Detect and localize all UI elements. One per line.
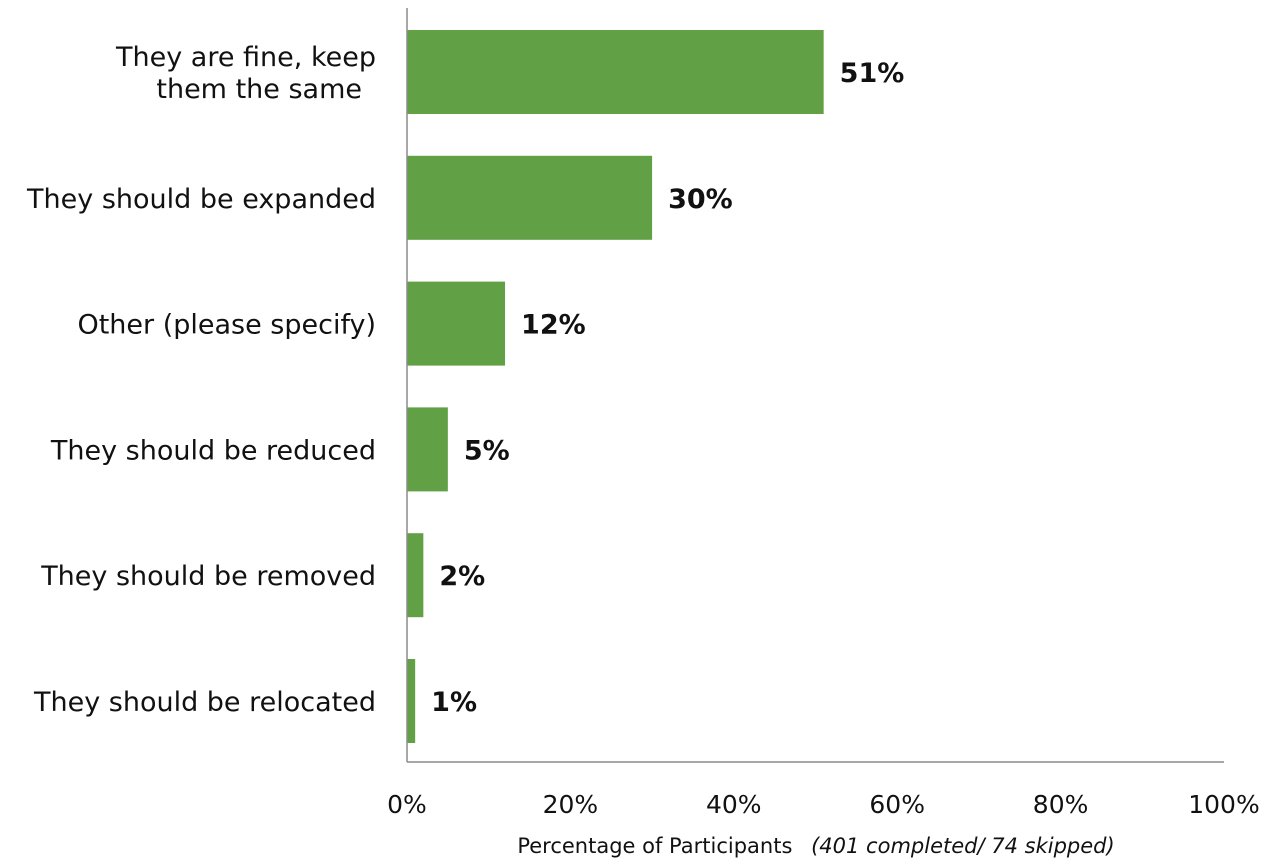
category-label-line-4-0: They should be removed [40, 561, 376, 592]
category-label-line-0-1: them the same [156, 74, 362, 105]
bar-0 [407, 30, 824, 114]
category-label-4: They should be removed [40, 561, 376, 592]
value-label-4: 2% [439, 561, 485, 592]
bar-5 [407, 659, 416, 743]
bar-4 [407, 533, 424, 618]
x-tick-label-0: 0% [387, 790, 427, 819]
category-label-line-2-0: Other (please specify) [77, 310, 376, 341]
category-label-line-3-0: They should be reduced [50, 435, 376, 466]
x-tick-label-4: 80% [1033, 790, 1089, 819]
category-label-0: They are fine, keep them the same [115, 42, 376, 105]
bars [407, 30, 824, 743]
x-tick-label-5: 100% [1188, 790, 1259, 819]
value-label-5: 1% [431, 687, 477, 718]
category-label-line-1-0: They should be expanded [26, 184, 376, 215]
x-tick-label-3: 60% [869, 790, 925, 819]
x-axis-title-note: (401 completed/ 74 skipped) [811, 834, 1115, 858]
category-labels: They are fine, keep them the same They sho… [26, 42, 376, 718]
category-label-line-5-0: They should be relocated [33, 687, 376, 718]
value-label-3: 5% [464, 435, 510, 466]
category-label-line-0-0: They are fine, keep [115, 42, 376, 73]
value-label-2: 12% [521, 310, 586, 341]
bar-2 [407, 281, 506, 366]
value-label-1: 30% [668, 184, 733, 215]
category-label-2: Other (please specify) [77, 310, 376, 341]
bar-1 [407, 155, 653, 240]
x-tick-labels: 0% 20% 40% 60% 80% 100% [387, 790, 1260, 819]
category-label-1: They should be expanded [26, 184, 376, 215]
value-label-0: 51% [840, 58, 905, 89]
x-tick-label-1: 20% [543, 790, 599, 819]
x-axis-title-main: Percentage of Participants [517, 834, 792, 858]
x-axis-title: Percentage of Participants (401 complete… [517, 834, 1114, 858]
x-tick-label-2: 40% [706, 790, 762, 819]
value-labels: 51% 30% 12% 5% 2% 1% [431, 58, 904, 718]
category-label-3: They should be reduced [50, 435, 376, 466]
bar-3 [407, 407, 448, 492]
category-label-5: They should be relocated [33, 687, 376, 718]
